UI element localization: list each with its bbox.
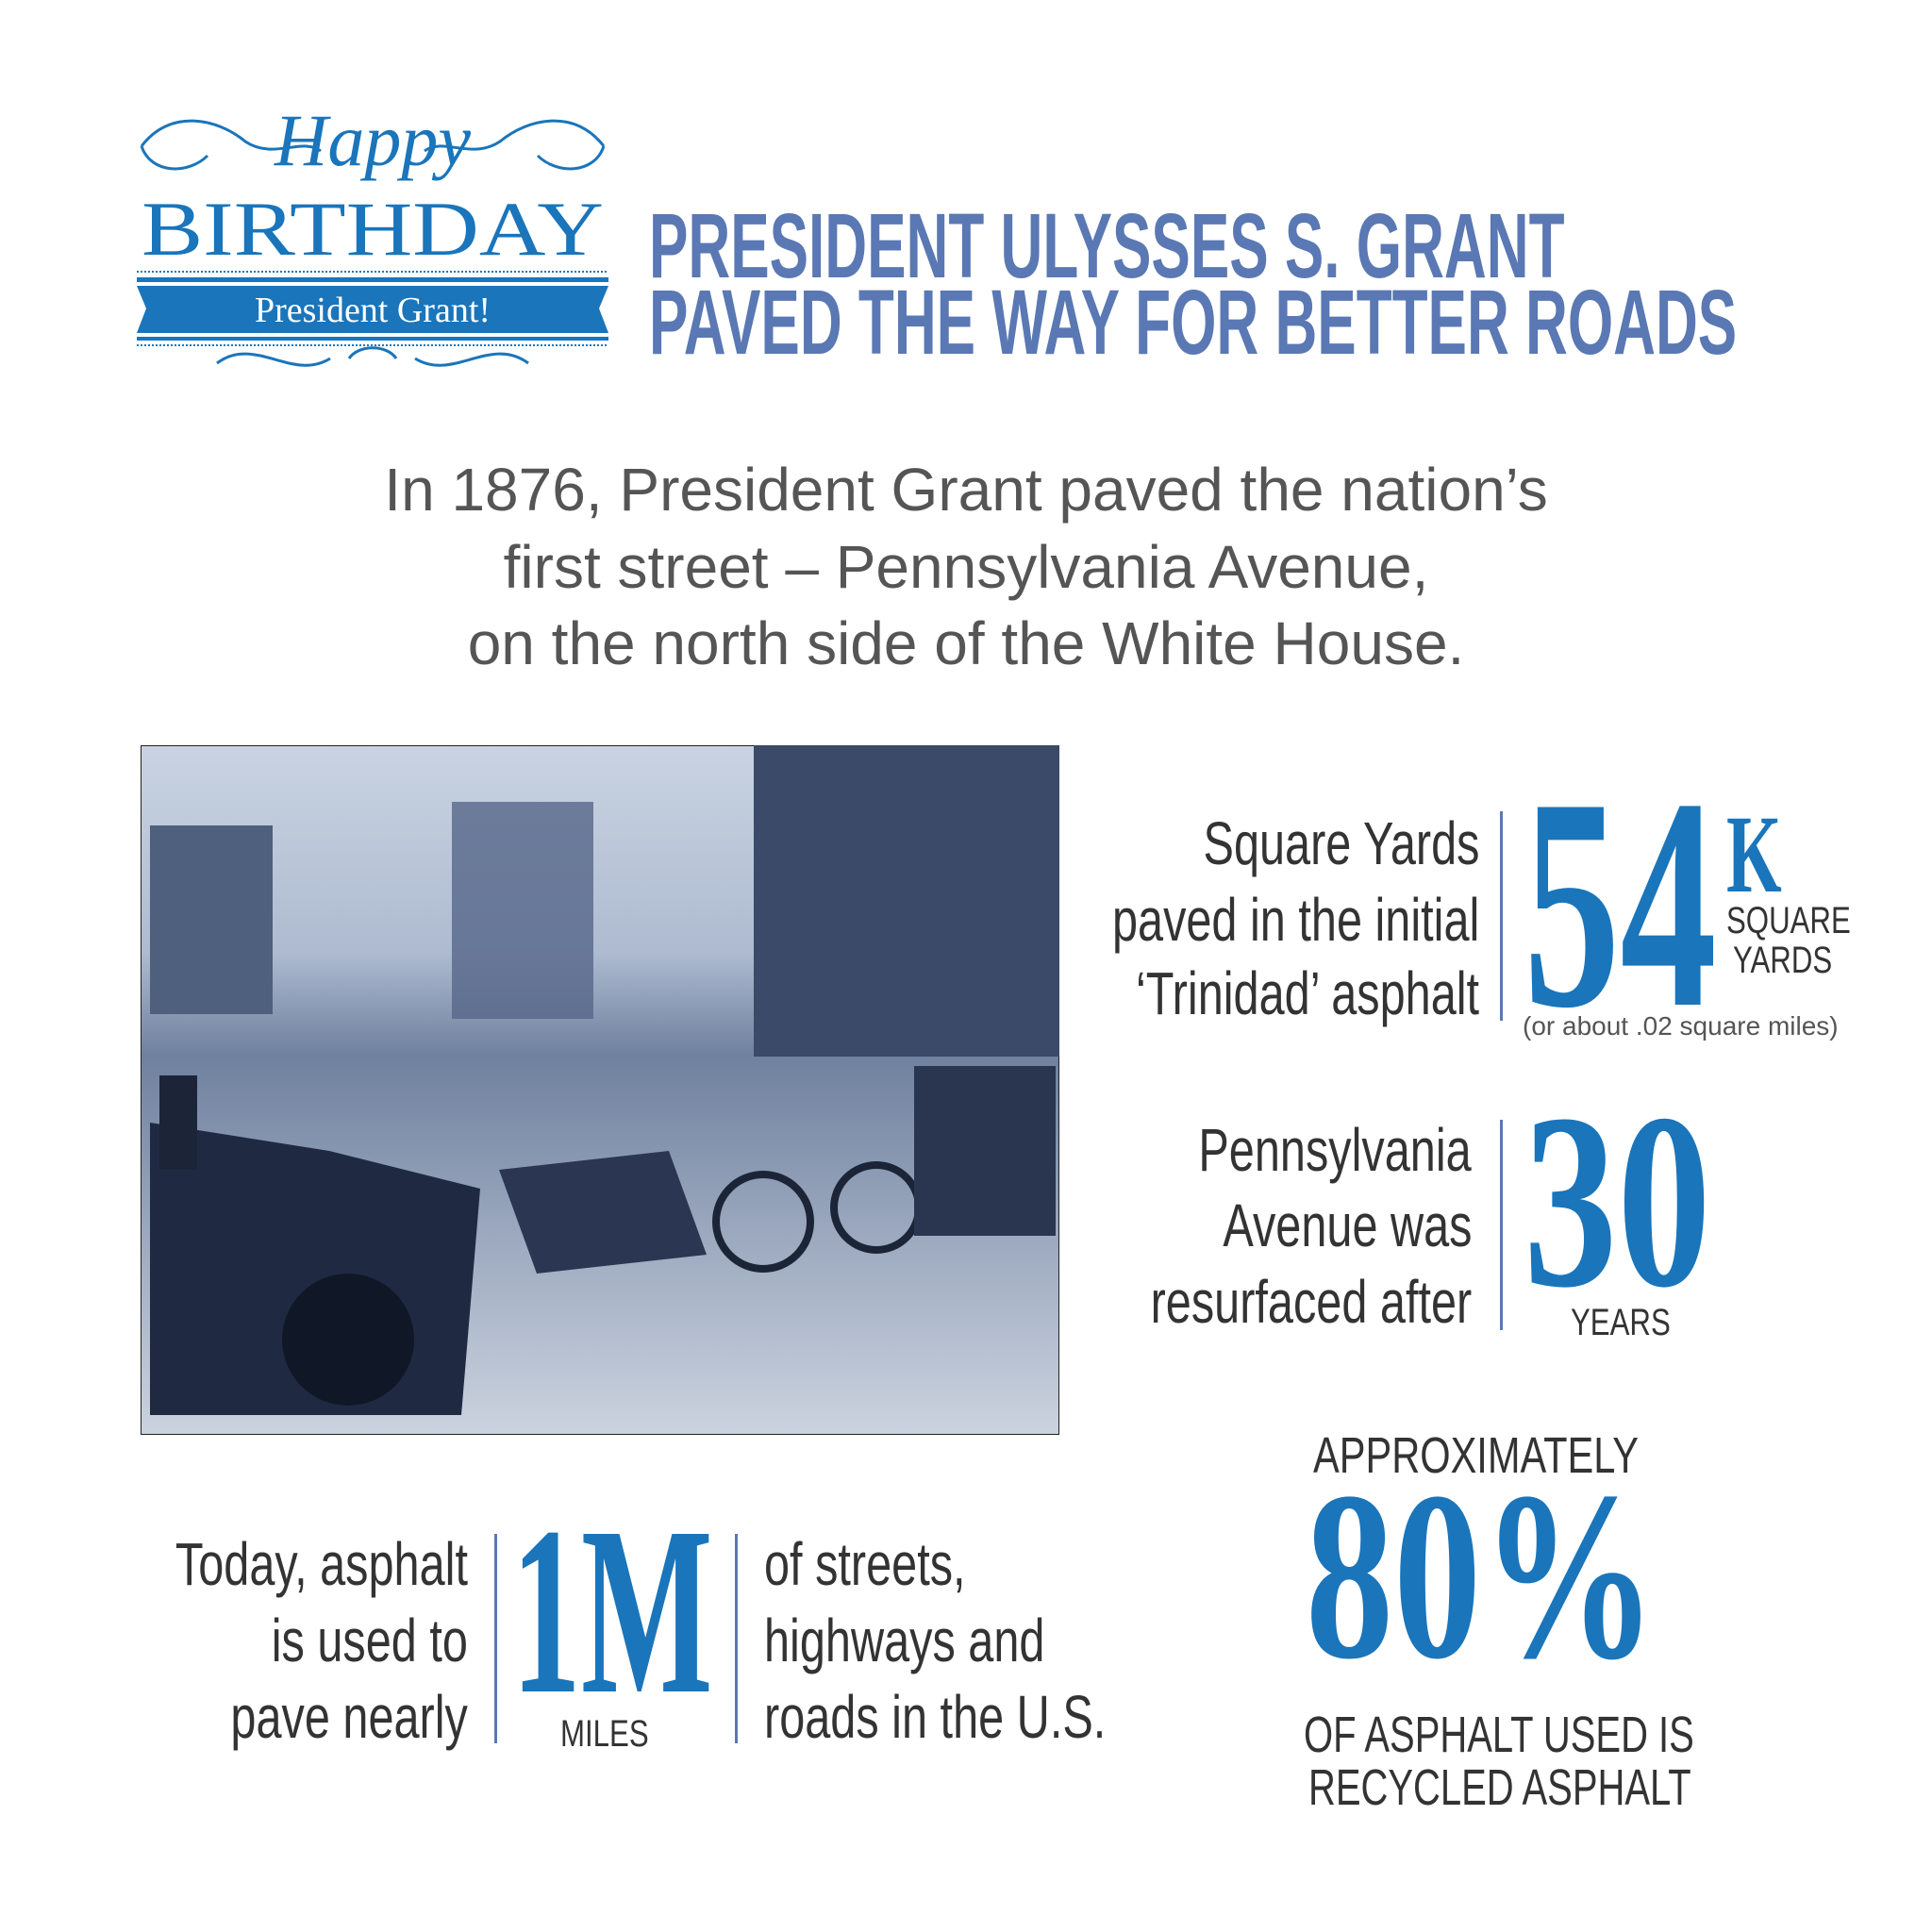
miles-left-1: Today, asphalt — [175, 1530, 468, 1598]
intro-line-3: on the north side of the White House. — [467, 609, 1465, 677]
area-suffix: K — [1726, 792, 1782, 916]
area-unit-1: SQUARE — [1726, 900, 1851, 941]
years-text-2: Avenue was — [1222, 1191, 1472, 1259]
intro-line-1: In 1876, President Grant paved the natio… — [384, 456, 1548, 524]
title-line-1: PRESIDENT ULYSSES S. GRANT — [649, 194, 1565, 297]
miles-unit: MILES — [560, 1713, 649, 1755]
area-note: (or about .02 square miles) — [1523, 1011, 1839, 1041]
flourish-left — [140, 119, 322, 153]
area-unit-2: YARDS — [1733, 940, 1833, 981]
happy-birthday-logo: Happy BIRTHDAY President Grant! — [137, 99, 608, 367]
recycled-bottom-2: RECYCLED ASPHALT — [1308, 1759, 1691, 1816]
logo-script: Happy — [274, 99, 471, 181]
miles-value: 1M — [511, 1478, 713, 1744]
title-line-2: PAVED THE WAY FOR BETTER ROADS — [649, 271, 1738, 374]
miles-right-1: of streets, — [764, 1530, 966, 1598]
divider — [494, 1534, 497, 1743]
logo-word: BIRTHDAY — [142, 186, 604, 272]
area-text-2: paved in the initial — [1111, 886, 1479, 954]
intro-line-2: first street – Pennsylvania Avenue, — [503, 533, 1429, 601]
years-text-3: resurfaced after — [1150, 1268, 1472, 1336]
area-value: 54 — [1524, 737, 1717, 1071]
area-text-1: Square Yards — [1203, 809, 1479, 877]
historic-paving-photo — [141, 745, 1059, 1435]
recycled-top: APPROXIMATELY — [1313, 1427, 1640, 1484]
miles-right-2: highways and — [764, 1607, 1045, 1674]
flourish-right — [424, 119, 606, 153]
divider — [735, 1534, 738, 1743]
recycled-value: 80% — [1306, 1443, 1657, 1709]
years-text-1: Pennsylvania — [1198, 1116, 1472, 1184]
recycled-bottom-1: OF ASPHALT USED IS — [1304, 1707, 1694, 1763]
area-text-3: ‘Trinidad’ asphalt — [1135, 959, 1479, 1027]
miles-left-3: pave nearly — [230, 1683, 468, 1751]
logo-banner: President Grant! — [255, 291, 491, 330]
years-value: 30 — [1524, 1063, 1711, 1340]
years-unit: YEARS — [1571, 1302, 1671, 1343]
divider — [1500, 811, 1503, 1021]
divider — [1500, 1120, 1503, 1330]
miles-right-3: roads in the U.S. — [764, 1683, 1107, 1751]
miles-left-2: is used to — [271, 1607, 468, 1674]
